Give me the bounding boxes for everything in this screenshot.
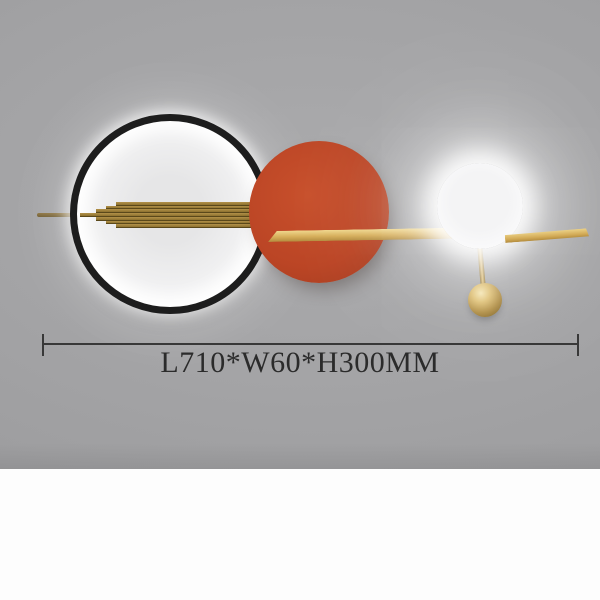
gold-bar	[96, 209, 252, 214]
dimension-tick-right	[577, 334, 579, 356]
lamp-gold-ball	[468, 283, 502, 317]
gold-bar	[96, 216, 252, 221]
gold-bar	[80, 213, 252, 217]
gold-bar	[116, 202, 252, 206]
gold-bar	[106, 205, 252, 210]
lamp-gold-fan-bars	[80, 202, 252, 229]
dimension-line	[43, 343, 579, 345]
lamp-glow-disc	[437, 163, 523, 249]
dimension-tick-left	[42, 334, 44, 356]
lamp-orange-disc	[249, 141, 389, 283]
lamp-left-rod	[37, 213, 85, 217]
gold-bar	[106, 220, 252, 225]
specs-panel: DIMENSION : 710*60*300MM LED LIGHT : 3 C…	[0, 469, 600, 600]
lamp-right-gold-bar	[505, 228, 589, 243]
product-photo: L710*W60*H300MM	[0, 0, 600, 469]
gold-bar	[116, 224, 252, 229]
dimension-label: L710*W60*H300MM	[160, 346, 440, 379]
